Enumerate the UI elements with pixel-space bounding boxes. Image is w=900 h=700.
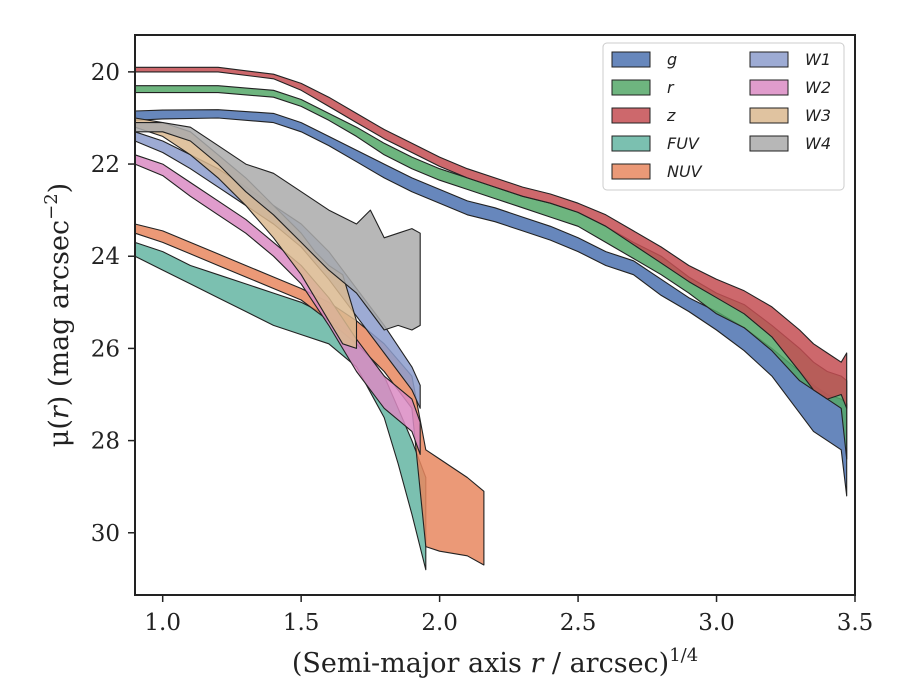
- y-tick-label: 30: [91, 521, 120, 547]
- x-axis-label: (Semi-major axis r / arcsec)1/4: [292, 645, 698, 679]
- band-r: [134, 85, 848, 460]
- x-tick-label: 1.0: [144, 610, 181, 636]
- legend-label-g: g: [667, 50, 677, 69]
- legend-swatch-nuv: [611, 163, 651, 180]
- x-tick-label: 3.5: [837, 610, 874, 636]
- axis-ticks: 1.0 1.5 2.0 2.5 3.0 3.5 20 22 24 26 28 30: [91, 60, 874, 636]
- x-tick-label: 3.0: [698, 610, 735, 636]
- legend-swatch-z: [611, 107, 651, 124]
- legend-label-w3: W3: [805, 106, 831, 125]
- y-tick-label: 28: [91, 429, 120, 455]
- y-tick-label: 24: [91, 244, 120, 270]
- band-fuv: [134, 241, 427, 571]
- legend-swatch-r: [611, 79, 651, 96]
- legend-swatch-fuv: [611, 135, 651, 152]
- legend-label-fuv: FUV: [667, 134, 700, 153]
- legend-label-nuv: NUV: [667, 162, 703, 181]
- legend-label-r: r: [667, 78, 675, 97]
- legend: grz FUV NUV W1 W2 W3 W4: [602, 42, 845, 191]
- y-tick-label: 20: [91, 60, 120, 86]
- legend-label-w2: W2: [805, 78, 831, 97]
- legend-swatch-w4: [749, 135, 789, 152]
- x-tick-label: 2.5: [560, 610, 597, 636]
- band-z: [134, 66, 848, 409]
- legend-label-z: z: [666, 106, 676, 125]
- legend-label-w1: W1: [805, 50, 831, 69]
- legend-swatch-w1: [749, 51, 789, 68]
- profile-bands: [134, 66, 848, 571]
- y-tick-label: 22: [91, 152, 120, 178]
- x-tick-label: 2.0: [421, 610, 458, 636]
- band-w4: [134, 122, 421, 331]
- band-g: [134, 109, 848, 497]
- legend-swatch-g: [611, 51, 651, 68]
- legend-label-w4: W4: [805, 134, 831, 153]
- legend-swatch-w3: [749, 107, 789, 124]
- plot-frame: [134, 34, 856, 596]
- y-axis-label: μ(r) (mag arcsec−2): [41, 183, 75, 447]
- x-tick-label: 1.5: [283, 610, 320, 636]
- y-tick-label: 26: [91, 336, 120, 362]
- band-w2: [134, 154, 421, 455]
- legend-swatch-w2: [749, 79, 789, 96]
